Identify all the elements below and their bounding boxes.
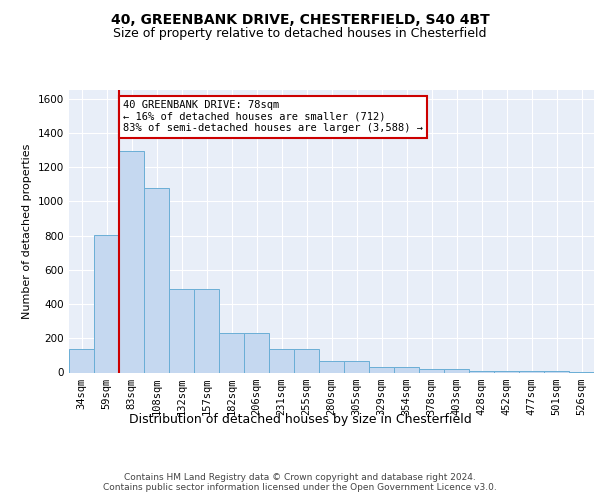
Text: Distribution of detached houses by size in Chesterfield: Distribution of detached houses by size … xyxy=(128,412,472,426)
Bar xyxy=(144,188,169,372)
Bar xyxy=(244,333,269,372)
Bar xyxy=(419,369,444,372)
Bar xyxy=(319,362,344,372)
Bar xyxy=(494,371,519,372)
Text: 40, GREENBANK DRIVE, CHESTERFIELD, S40 4BT: 40, GREENBANK DRIVE, CHESTERFIELD, S40 4… xyxy=(110,12,490,26)
Bar xyxy=(469,371,494,372)
Bar xyxy=(394,366,419,372)
Bar xyxy=(344,362,369,372)
Bar xyxy=(169,288,194,372)
Bar xyxy=(544,371,569,372)
Text: 40 GREENBANK DRIVE: 78sqm
← 16% of detached houses are smaller (712)
83% of semi: 40 GREENBANK DRIVE: 78sqm ← 16% of detac… xyxy=(123,100,423,134)
Bar xyxy=(444,369,469,372)
Bar xyxy=(119,151,144,372)
Text: Contains HM Land Registry data © Crown copyright and database right 2024.
Contai: Contains HM Land Registry data © Crown c… xyxy=(103,472,497,492)
Bar xyxy=(294,350,319,372)
Bar xyxy=(519,371,544,372)
Bar xyxy=(69,348,94,372)
Bar xyxy=(94,234,119,372)
Bar xyxy=(369,366,394,372)
Bar xyxy=(269,350,294,372)
Text: Size of property relative to detached houses in Chesterfield: Size of property relative to detached ho… xyxy=(113,28,487,40)
Y-axis label: Number of detached properties: Number of detached properties xyxy=(22,144,32,319)
Bar xyxy=(194,288,219,372)
Bar xyxy=(219,333,244,372)
